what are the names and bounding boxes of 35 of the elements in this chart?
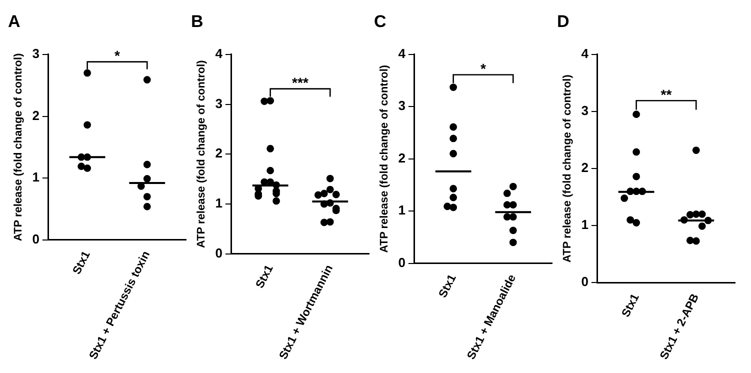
y-tick-label: 0 [32,232,40,247]
y-tick-label: 2 [32,108,40,123]
chart-title: C [374,12,386,31]
y-tick-label: 3 [215,96,222,111]
x-tick-label: Stx1 [71,248,94,277]
annotation: *** [292,74,309,91]
y-tick-label: 0 [581,274,588,290]
y-axis-title: ATP release (fold change of control) [562,74,574,262]
y-tick-label: 1 [398,202,406,218]
y-tick-label: 1 [215,196,222,211]
y-tick-label: 0 [215,245,222,260]
annotation: * [480,60,486,77]
y-tick-label: 2 [398,150,406,166]
x-tick-label: Stx1 [620,292,642,320]
y-axis-title: ATP release (fold change of control) [378,64,391,253]
chart-title: A [8,12,20,31]
y-tick-label: 4 [215,46,224,61]
y-tick-label: 1 [32,170,40,185]
annotation: * [114,48,120,64]
chart-title: D [557,12,570,31]
x-tick-label: Stx1 [437,272,460,300]
y-tick-label: 1 [581,217,588,232]
y-tick-label: 4 [581,46,590,61]
y-tick-label: 3 [581,103,588,118]
y-tick-label: 3 [398,98,406,114]
y-axis-title: ATP release (fold change of control) [196,60,208,248]
annotation: ** [660,86,672,102]
chart-title: B [191,12,204,31]
y-tick-label: 3 [32,46,40,61]
y-tick-label: 0 [398,254,406,270]
y-tick-label: 2 [215,146,222,161]
y-axis-title: ATP release (fold change of control) [12,52,25,242]
y-tick-label: 2 [581,160,588,176]
x-tick-label: Stx1 [254,262,276,290]
y-tick-label: 4 [398,46,406,61]
